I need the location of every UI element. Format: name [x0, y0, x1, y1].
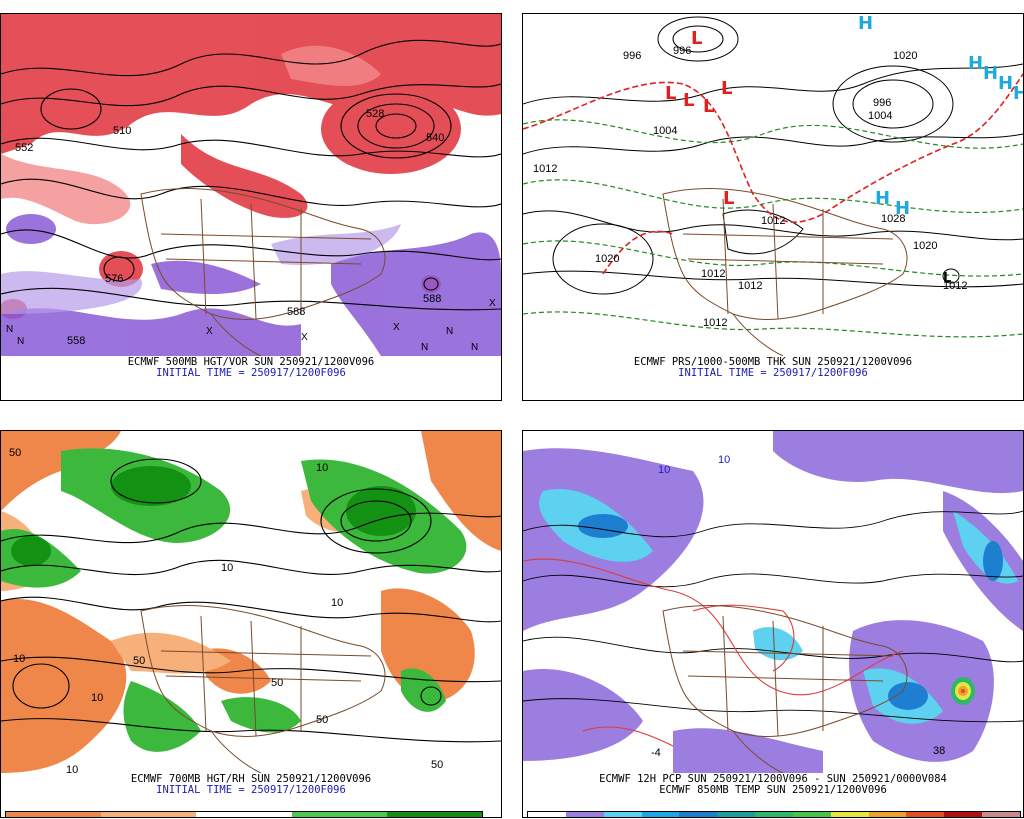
rh-label: 50	[431, 759, 443, 771]
isobar-label: 1004	[868, 110, 892, 122]
contour-label: 540	[426, 132, 444, 144]
colorbar-swatch	[6, 812, 101, 818]
x-marker: X	[489, 298, 496, 309]
high-pressure-marker: H	[858, 14, 873, 34]
isobar-label: 1020	[595, 253, 619, 265]
negative-marker: N	[446, 326, 453, 337]
negative-marker: N	[471, 342, 478, 353]
initial-time: INITIAL TIME = 250917/1200F096	[1, 784, 501, 796]
contour-label: 510	[113, 125, 131, 137]
rh-label: 10	[91, 692, 103, 704]
contour-label: 558	[67, 335, 85, 347]
x-marker: X	[206, 326, 213, 337]
colorbar-swatch	[196, 812, 291, 818]
map-500mb-svg: 510 528 540 552 576 588 558 588 N N N N …	[1, 14, 501, 356]
colorbar-swatch	[906, 812, 944, 818]
x-marker: X	[393, 322, 400, 333]
panel-700mb-hgt-rh: 10 10 10 50 50 10 50 50 10 10 50 ECMWF 7…	[0, 430, 502, 818]
colorbar-swatch	[292, 812, 387, 818]
colorbar-swatch	[642, 812, 680, 818]
rh-label: 50	[133, 655, 145, 667]
map-pressure-svg: 996 996 1004 1012 1020 1012 1012 1012 10…	[523, 14, 1023, 356]
negative-marker: N	[421, 342, 428, 353]
isobar-label: 1012	[761, 215, 785, 227]
rh-label: 10	[221, 562, 233, 574]
isobar-label: 1012	[738, 280, 762, 292]
high-pressure-marker: H	[998, 73, 1013, 94]
isobar-label: 1012	[703, 317, 727, 329]
map-700mb: 10 10 10 50 50 10 50 50 10 10 50	[1, 431, 501, 773]
temp-label: -4	[651, 747, 661, 759]
low-pressure-marker: L	[943, 271, 951, 286]
panel-pressure-thickness: 996 996 1004 1012 1020 1012 1012 1012 10…	[522, 13, 1024, 401]
colorbar-swatch	[831, 812, 869, 818]
isobar-label: 996	[673, 45, 691, 57]
high-pressure-marker: H	[1013, 83, 1023, 104]
colorbar-swatch	[869, 812, 907, 818]
colorbar-swatch	[982, 812, 1020, 818]
map-precip: 10 10 38 -4	[523, 431, 1023, 773]
contour-label: 552	[15, 142, 33, 154]
contour-label: 576	[105, 273, 123, 285]
colorbar-swatch	[717, 812, 755, 818]
colorbar-swatch	[944, 812, 982, 818]
temp-label: 38	[933, 745, 945, 757]
map-700mb-svg: 10 10 10 50 50 10 50 50 10 10 50	[1, 431, 501, 773]
x-marker: X	[301, 332, 308, 343]
initial-time: INITIAL TIME = 250917/1200F096	[1, 367, 501, 379]
rh-label: 50	[316, 714, 328, 726]
temp-label: 10	[718, 454, 730, 466]
low-pressure-marker: L	[721, 78, 732, 99]
contour-label: 528	[366, 108, 384, 120]
negative-marker: N	[17, 336, 24, 347]
colorbar-swatch	[101, 812, 196, 818]
isobar-label: 1012	[701, 268, 725, 280]
panel-caption-secondary: ECMWF 850MB TEMP SUN 250921/1200V096	[523, 784, 1023, 796]
colorbar-swatch	[755, 812, 793, 818]
map-precip-svg: 10 10 38 -4	[523, 431, 1023, 773]
rh-colorbar	[5, 811, 483, 818]
low-pressure-marker: L	[703, 96, 714, 117]
colorbar-swatch	[387, 812, 482, 818]
isobar-label: 1004	[653, 125, 677, 137]
panel-precip-850mb-temp: 10 10 38 -4 ECMWF 12H PCP SUN 250921/120…	[522, 430, 1024, 818]
isobar-label: 1020	[913, 240, 937, 252]
colorbar-swatch	[528, 812, 566, 818]
high-pressure-marker: H	[983, 63, 998, 84]
contour-label: 588	[423, 293, 441, 305]
contour-label: 588	[287, 306, 305, 318]
negative-marker: N	[6, 324, 13, 335]
rh-label: 10	[13, 653, 25, 665]
isobar-label: 1020	[893, 50, 917, 62]
colorbar-swatch	[793, 812, 831, 818]
colorbar-swatch	[566, 812, 604, 818]
map-500mb: 510 528 540 552 576 588 558 588 N N N N …	[1, 14, 501, 356]
isobar-label: 1012	[533, 163, 557, 175]
colorbar-swatch	[679, 812, 717, 818]
low-pressure-marker: L	[691, 28, 702, 49]
low-pressure-marker: L	[723, 188, 734, 209]
high-pressure-marker: H	[895, 198, 910, 219]
rh-label: 10	[66, 764, 78, 773]
temp-label: 10	[658, 464, 670, 476]
isobar-label: 996	[623, 50, 641, 62]
colorbar-swatch	[604, 812, 642, 818]
intense-precip-core	[951, 677, 975, 705]
low-pressure-marker: L	[683, 90, 694, 111]
map-pressure: 996 996 1004 1012 1020 1012 1012 1012 10…	[523, 14, 1023, 356]
rh-label: 50	[271, 677, 283, 689]
low-pressure-marker: L	[665, 83, 676, 104]
panel-500mb-hgt-vor: 510 528 540 552 576 588 558 588 N N N N …	[0, 13, 502, 401]
high-pressure-marker: H	[968, 53, 983, 74]
precip-colorbar	[527, 811, 1021, 818]
rh-label: 10	[316, 462, 328, 474]
initial-time: INITIAL TIME = 250917/1200F096	[523, 367, 1023, 379]
high-pressure-marker: H	[875, 188, 890, 209]
isobar-label: 996	[873, 97, 891, 109]
rh-label: 10	[331, 597, 343, 609]
rh-label: 50	[9, 447, 21, 459]
